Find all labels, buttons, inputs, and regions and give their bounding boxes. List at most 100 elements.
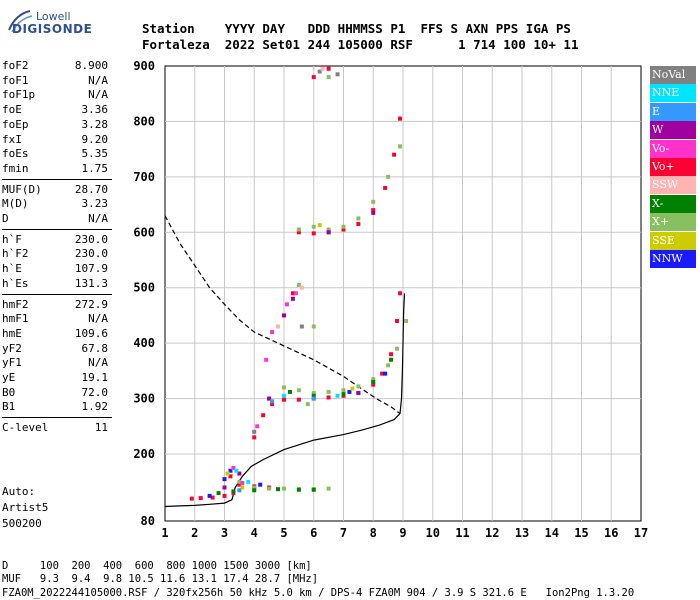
echo-point (380, 371, 385, 376)
param-value: N/A (88, 73, 108, 87)
param-label: hmF1 (2, 312, 29, 326)
param-row: h`Es 131.3 (2, 277, 108, 291)
profile-curve-dashed (164, 215, 401, 415)
param-label: fxI (2, 132, 22, 146)
y-tick-label: 700 (133, 170, 155, 184)
echo-point (189, 496, 194, 501)
echo-point (282, 385, 286, 390)
param-row: h`F 230.0 (2, 233, 108, 247)
echo-point (341, 224, 346, 229)
echo-point (222, 485, 227, 490)
param-value: N/A (88, 88, 108, 102)
param-row: C-level 11 (2, 421, 108, 435)
param-row: M(D) 3.23 (2, 197, 108, 211)
echo-point (222, 493, 227, 498)
echo-point (386, 174, 391, 179)
echo-point (350, 386, 355, 391)
echo-point (326, 486, 331, 491)
param-label: h`E (2, 262, 22, 276)
echo-point (398, 291, 403, 296)
param-row: yE 19.1 (2, 371, 108, 385)
y-tick-label: 500 (133, 281, 155, 295)
echo-point (296, 397, 301, 402)
param-row: B0 72.0 (2, 386, 108, 400)
echo-point (228, 474, 233, 479)
y-tick-label: 800 (133, 114, 155, 128)
param-value: 107.9 (74, 262, 108, 276)
param-row: hmE 109.6 (2, 327, 108, 341)
param-row: foEp 3.28 (2, 118, 108, 132)
param-value: 1.92 (81, 400, 109, 414)
y-tick-label: 600 (133, 225, 155, 239)
param-label: foEp (2, 117, 29, 131)
x-tick-label: 9 (399, 526, 406, 540)
echo-point (317, 69, 322, 74)
param-separator (2, 417, 112, 419)
echo-point (326, 75, 331, 80)
param-value: N/A (88, 312, 108, 326)
param-value: 131.3 (74, 276, 108, 290)
param-row: B1 1.92 (2, 400, 108, 414)
legend-item: Vo- (650, 139, 696, 158)
echo-point (246, 479, 251, 484)
echo-point (326, 389, 331, 394)
x-tick-label: 3 (221, 526, 228, 540)
echo-point (311, 487, 316, 492)
echo-point (296, 227, 301, 232)
echo-point (237, 471, 242, 476)
x-tick-label: 12 (485, 526, 499, 540)
param-value: 3.28 (81, 117, 109, 131)
param-value: 230.0 (74, 247, 108, 261)
auto-label: Auto: (2, 485, 36, 498)
param-row: h`E 107.9 (2, 262, 108, 276)
echo-point (383, 371, 388, 376)
x-tick-label: 16 (604, 526, 618, 540)
x-tick-label: 2 (191, 526, 198, 540)
echo-point (326, 66, 331, 71)
echo-point (299, 285, 304, 290)
ionogram-chart: 1 2 3 4 5 6 7 8 9 10 11 12 13 14 15 16 17802003004005006… (133, 59, 648, 540)
echo-point (231, 489, 236, 494)
y-tick-label: 200 (133, 447, 155, 461)
param-value: 11 (94, 421, 108, 435)
x-tick-label: 6 (310, 526, 317, 540)
param-row: foEs 5.35 (2, 147, 108, 161)
echo-point (326, 395, 331, 400)
echo-point (222, 477, 227, 482)
logo-mark-icon (8, 10, 33, 33)
param-label: foEs (2, 147, 29, 161)
y-tick-label: 300 (133, 392, 155, 406)
echo-point (234, 468, 239, 473)
echo-point (398, 116, 403, 121)
legend-item: NNE (650, 84, 696, 103)
param-row: foE 3.36 (2, 103, 108, 117)
echo-point (371, 379, 376, 384)
echo-point (356, 391, 361, 396)
echo-point (311, 231, 316, 236)
param-separator (2, 178, 112, 180)
echo-point (258, 482, 263, 487)
echo-point (296, 230, 301, 235)
param-value: 67.8 (81, 341, 109, 355)
param-value: 1.75 (81, 161, 109, 175)
echo-point (267, 396, 272, 401)
logo-text-bottom: DIGISONDE (12, 22, 93, 36)
param-row: yF2 67.8 (2, 342, 108, 356)
echo-point (347, 389, 352, 394)
echo-point (287, 389, 292, 394)
param-label: M(D) (2, 197, 29, 211)
echo-point (341, 392, 346, 397)
muf-values-row: MUF 9.3 9.4 9.8 10.5 11.6 13.1 17.4 28.7… (2, 573, 319, 585)
y-tick-label: 80 (141, 514, 155, 528)
param-value: 109.6 (74, 326, 108, 340)
echo-point (311, 391, 316, 396)
tick-labels: 1 2 3 4 5 6 7 8 9 10 11 12 13 14 15 16 17802003004005006… (133, 59, 648, 540)
echo-point (383, 185, 388, 190)
echo-point (305, 402, 310, 407)
x-tick-label: 11 (455, 526, 469, 540)
echo-point (231, 465, 236, 470)
param-label: C-level (2, 421, 49, 435)
echo-point (311, 324, 316, 329)
echo-point (326, 230, 331, 235)
param-label: foF1 (2, 73, 29, 87)
